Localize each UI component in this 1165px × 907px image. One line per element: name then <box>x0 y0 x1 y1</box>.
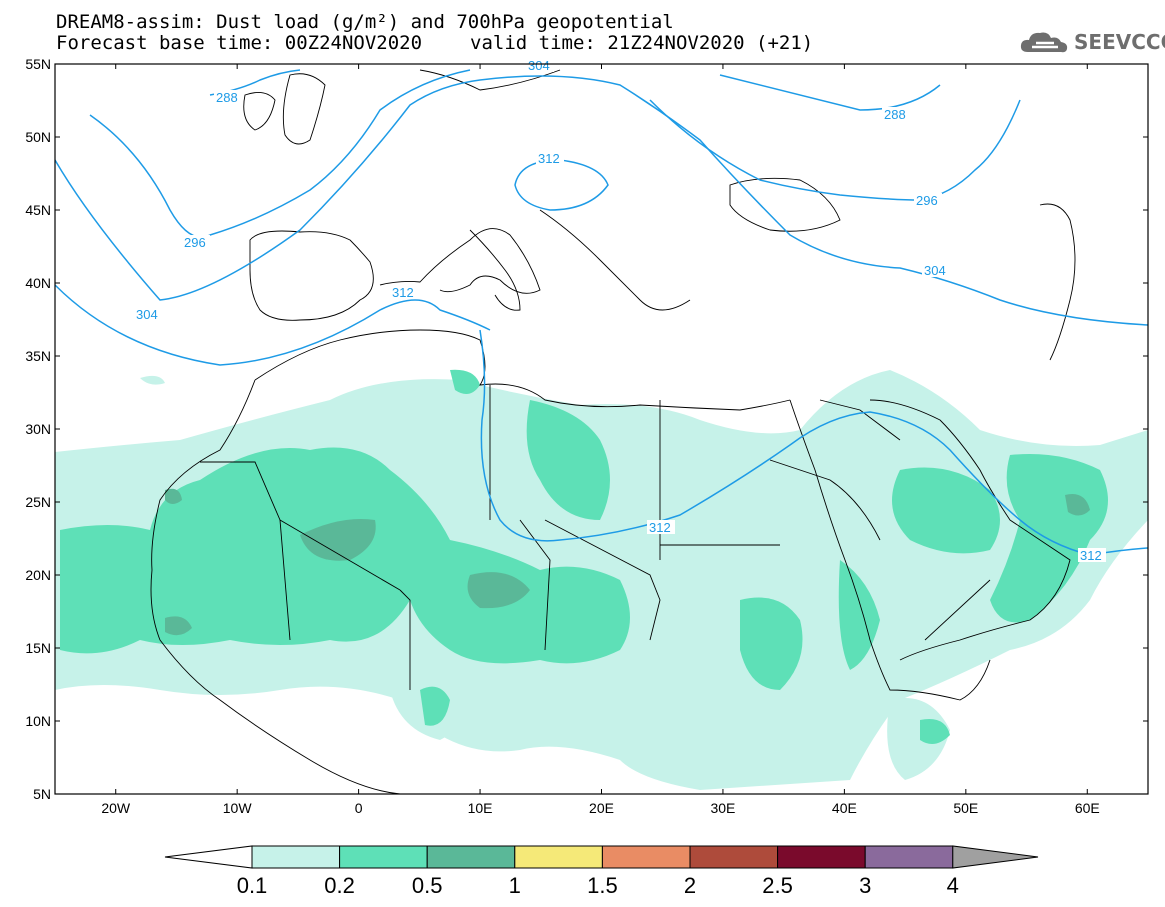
colorbar-swatch <box>777 845 866 869</box>
colorbar-tick-label: 4 <box>947 873 959 898</box>
contour-label: 304 <box>924 263 946 278</box>
colorbar-tick-label: 2.5 <box>762 873 793 898</box>
lon-label: 60E <box>1075 800 1100 816</box>
colorbar-tick-label: 0.1 <box>237 873 268 898</box>
lat-label: 5N <box>33 786 51 802</box>
lat-label: 50N <box>25 129 51 145</box>
colorbar-over-arrow <box>952 845 1039 869</box>
geopotential-contours <box>55 69 1148 556</box>
lat-label: 40N <box>25 275 51 291</box>
lat-label: 25N <box>25 494 51 510</box>
base-time: Forecast base time: 00Z24NOV2020 <box>56 32 423 54</box>
map-title: DREAM8-assim: Dust load (g/m²) and 700hP… <box>56 11 674 33</box>
contour-label: 304 <box>136 307 158 322</box>
colorbar-tick-label: 1 <box>509 873 521 898</box>
colorbar-swatch <box>339 845 428 869</box>
colorbar-tick-label: 2 <box>684 873 696 898</box>
colorbar-swatch <box>251 845 341 869</box>
contour-label: 312 <box>538 151 560 166</box>
dust-level-0.5 <box>165 488 1090 636</box>
lat-label: 15N <box>25 640 51 656</box>
logo-text: SEEVCCC <box>1074 30 1165 54</box>
contour-label: 288 <box>216 90 238 105</box>
map-axes: 55N 50N 45N 40N 35N 30N 25N 20N 15N 10N 5N 20W 10W 0 1… <box>25 56 1148 816</box>
lon-label: 20E <box>589 800 614 816</box>
contour-label: 312 <box>1080 548 1102 563</box>
contour-label-group: 288 288 296 296 304 304 304 312 312 312 … <box>134 58 1106 563</box>
contour-label: 304 <box>528 58 550 73</box>
contour-label: 312 <box>649 520 671 535</box>
lat-label: 35N <box>25 348 51 364</box>
cloud-icon <box>1020 32 1068 53</box>
lat-label: 10N <box>25 713 51 729</box>
colorbar-tick-label: 3 <box>859 873 871 898</box>
contour-label: 296 <box>916 193 938 208</box>
lat-label: 20N <box>25 567 51 583</box>
colorbar-tick-label: 0.5 <box>412 873 443 898</box>
colorbar: 0.1 0.2 0.5 1 1.5 2 2.5 3 4 <box>164 845 1039 898</box>
lat-label: 45N <box>25 202 51 218</box>
lon-label: 20W <box>101 800 131 816</box>
colorbar-tick-label: 1.5 <box>587 873 618 898</box>
colorbar-tick-label: 0.2 <box>324 873 355 898</box>
colorbar-swatch <box>864 845 954 869</box>
colorbar-under-arrow <box>164 845 253 869</box>
dust-field <box>55 369 1148 790</box>
lat-label: 30N <box>25 421 51 437</box>
map-subtitle: Forecast base time: 00Z24NOV2020 valid ti… <box>56 33 813 53</box>
contour-label: 296 <box>184 235 206 250</box>
contour-label: 288 <box>884 107 906 122</box>
contour-label: 312 <box>392 285 414 300</box>
lon-label: 10E <box>468 800 493 816</box>
valid-time: valid time: 21Z24NOV2020 (+21) <box>470 32 814 54</box>
colorbar-swatch <box>426 845 516 869</box>
lon-label: 40E <box>832 800 857 816</box>
colorbar-swatch <box>514 845 603 869</box>
colorbar-swatch <box>689 845 779 869</box>
lon-label: 10W <box>223 800 253 816</box>
lon-label: 30E <box>710 800 735 816</box>
lat-label: 55N <box>25 56 51 72</box>
coastlines <box>150 69 1076 794</box>
lon-label: 50E <box>953 800 978 816</box>
colorbar-swatch <box>601 845 691 869</box>
seevccc-logo: SEEVCCC <box>1018 26 1165 58</box>
lon-label: 0 <box>355 800 363 816</box>
